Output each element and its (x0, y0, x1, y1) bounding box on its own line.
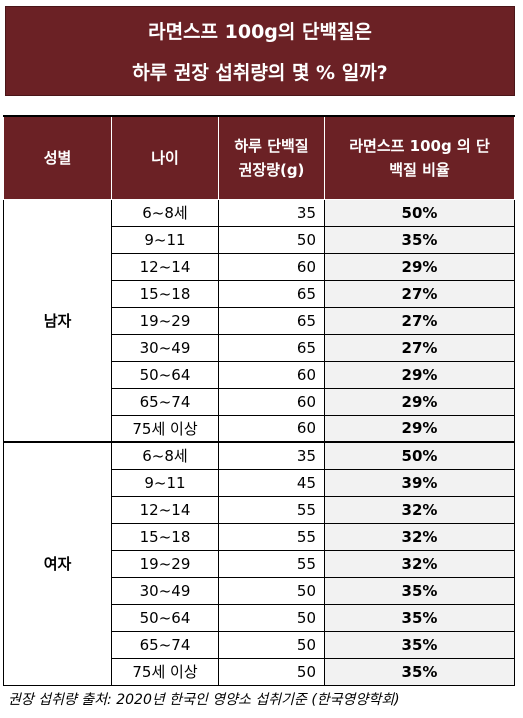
age-cell: 6~8세 (111, 198, 219, 227)
table-row: 65~74 60 29% (4, 387, 515, 416)
ratio-cell: 32% (324, 495, 515, 524)
title-banner: 라면스프 100g의 단백질은 하루 권장 섭취량의 몇 % 일까? (5, 6, 515, 96)
grams-cell: 60 (218, 414, 325, 443)
table-row: 50~64 60 29% (4, 360, 515, 389)
ratio-cell: 35% (324, 225, 515, 254)
grams-cell: 65 (218, 333, 325, 362)
age-cell: 65~74 (111, 630, 219, 659)
gender-cell: 여자 (3, 441, 112, 686)
age-cell: 30~49 (111, 333, 219, 362)
table-row: 19~29 65 27% (4, 306, 515, 335)
age-cell: 9~11 (111, 468, 219, 497)
header-grams-line-2: 권장량(g) (238, 160, 305, 179)
ratio-cell: 35% (324, 576, 515, 605)
table-header-row: 성별 나이 하루 단백질 권장량(g) 라면스프 100g 의 단 백질 비율 (3, 115, 515, 200)
age-cell: 19~29 (111, 549, 219, 578)
header-ratio: 라면스프 100g 의 단 백질 비율 (324, 115, 515, 200)
grams-cell: 50 (218, 576, 325, 605)
grams-cell: 50 (218, 657, 325, 686)
header-ratio-line-1: 라면스프 100g 의 단 (349, 136, 490, 155)
table-row: 남자 6~8세 35 50% (3, 198, 515, 443)
women-group: 여자 6~8세 35 50% 9~11 45 39% 12~14 55 32% 15~18 55 32%… (3, 441, 515, 686)
grams-cell: 50 (218, 603, 325, 632)
ratio-cell: 35% (324, 603, 515, 632)
grams-cell: 55 (218, 522, 325, 551)
header-grams-line-1: 하루 단백질 (234, 136, 309, 155)
ratio-cell: 29% (324, 387, 515, 416)
table-row: 9~11 45 39% (4, 468, 515, 497)
table-row: 75세 이상 50 35% (4, 657, 515, 686)
gender-cell: 남자 (3, 198, 112, 443)
grams-cell: 55 (218, 549, 325, 578)
source-note: 권장 섭취량 출처: 2020년 한국인 영양소 섭취기준 (한국영양학회) (8, 692, 400, 708)
age-cell: 12~14 (111, 252, 219, 281)
ratio-cell: 27% (324, 333, 515, 362)
header-age: 나이 (111, 115, 219, 200)
age-cell: 9~11 (111, 225, 219, 254)
table-row: 여자 6~8세 35 50% (3, 441, 515, 686)
grams-cell: 45 (218, 468, 325, 497)
table-row: 30~49 50 35% (4, 576, 515, 605)
grams-cell: 65 (218, 306, 325, 335)
ratio-cell: 29% (324, 252, 515, 281)
grams-cell: 60 (218, 252, 325, 281)
table-row: 15~18 65 27% (4, 279, 515, 308)
ratio-cell: 50% (324, 441, 515, 470)
ratio-cell: 35% (324, 657, 515, 686)
header-grams: 하루 단백질 권장량(g) (218, 115, 325, 200)
grams-cell: 60 (218, 360, 325, 389)
header-gender: 성별 (3, 115, 112, 200)
protein-table: 성별 나이 하루 단백질 권장량(g) 라면스프 100g 의 단 백질 비율 … (3, 115, 515, 686)
ratio-cell: 29% (324, 360, 515, 389)
ratio-cell: 35% (324, 630, 515, 659)
title-line-1: 라면스프 100g의 단백질은 (148, 21, 372, 43)
grams-cell: 50 (218, 630, 325, 659)
grams-cell: 60 (218, 387, 325, 416)
ratio-cell: 27% (324, 279, 515, 308)
table-row: 30~49 65 27% (4, 333, 515, 362)
age-cell: 12~14 (111, 495, 219, 524)
ratio-cell: 32% (324, 522, 515, 551)
grams-cell: 55 (218, 495, 325, 524)
table-row: 65~74 50 35% (4, 630, 515, 659)
age-cell: 15~18 (111, 522, 219, 551)
ratio-cell: 29% (324, 414, 515, 443)
grams-cell: 50 (218, 225, 325, 254)
grams-cell: 35 (218, 198, 325, 227)
age-cell: 50~64 (111, 603, 219, 632)
ratio-cell: 27% (324, 306, 515, 335)
age-cell: 75세 이상 (111, 414, 219, 443)
ratio-cell: 32% (324, 549, 515, 578)
title-line-2: 하루 권장 섭취량의 몇 % 일까? (132, 62, 388, 84)
age-cell: 50~64 (111, 360, 219, 389)
table-row: 12~14 60 29% (4, 252, 515, 281)
age-cell: 15~18 (111, 279, 219, 308)
age-cell: 19~29 (111, 306, 219, 335)
age-cell: 6~8세 (111, 441, 219, 470)
men-group: 남자 6~8세 35 50% 9~11 50 35% 12~14 60 29% 15~18 65 27%… (3, 198, 515, 443)
age-cell: 30~49 (111, 576, 219, 605)
age-cell: 75세 이상 (111, 657, 219, 686)
ratio-cell: 50% (324, 198, 515, 227)
grams-cell: 65 (218, 279, 325, 308)
ratio-cell: 39% (324, 468, 515, 497)
age-cell: 65~74 (111, 387, 219, 416)
grams-cell: 35 (218, 441, 325, 470)
table-row: 9~11 50 35% (4, 225, 515, 254)
header-ratio-line-2: 백질 비율 (389, 160, 450, 179)
